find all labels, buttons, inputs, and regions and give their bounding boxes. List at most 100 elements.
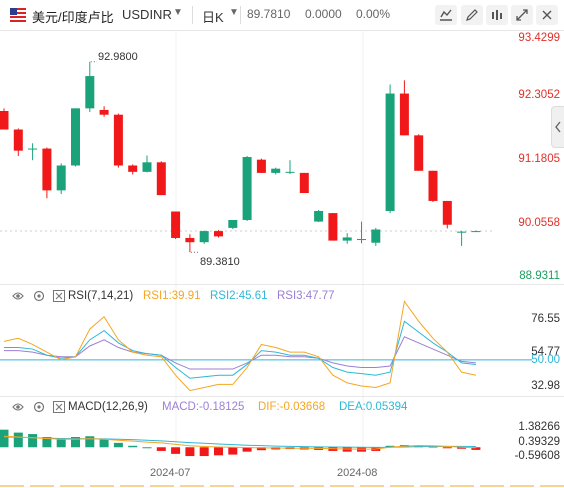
macd-bar: [13, 432, 23, 448]
candle-body: [371, 229, 381, 243]
macd-bar: [113, 442, 123, 448]
candle-body: [399, 93, 409, 136]
macd-title: MACD(12,26,9): [68, 401, 148, 413]
candle-body: [328, 213, 338, 241]
macd-bar: [28, 434, 38, 448]
panel-divider: [0, 284, 564, 285]
candle-body: [71, 108, 80, 166]
rsi3-value: RSI3:47.77: [277, 290, 335, 302]
close-icon: [542, 10, 552, 20]
price-axis-label: 88.9311: [519, 270, 560, 282]
rsi3-line: [4, 336, 476, 370]
period-dropdown-icon[interactable]: ▼: [229, 7, 239, 18]
candle-body: [385, 93, 395, 211]
side-panel-toggle[interactable]: [551, 106, 564, 148]
panel-divider: [0, 396, 564, 397]
close-icon[interactable]: [53, 401, 65, 413]
rsi-axis-label: 54.77: [531, 346, 560, 358]
macd-bar: [56, 438, 66, 448]
price-axis-label: 91.1805: [518, 153, 560, 165]
candle-body: [128, 165, 138, 172]
candle-body: [142, 162, 152, 172]
candle-body: [357, 239, 366, 241]
rsi-axis-label: 32.98: [531, 380, 560, 392]
macd-bar: [385, 445, 395, 448]
macd-bar: [0, 429, 9, 448]
symbol-code[interactable]: USDINR: [122, 7, 172, 22]
macd-bar: [128, 445, 138, 448]
settings-icon: [492, 10, 502, 20]
macd-bar: [457, 447, 467, 449]
settings-button[interactable]: [486, 5, 508, 25]
macd-bar: [471, 447, 481, 450]
candle-body: [199, 231, 209, 243]
candle-body: [56, 165, 66, 191]
macd-bar: [171, 447, 181, 454]
gear-icon[interactable]: [33, 401, 45, 413]
price-change: 0.0000: [305, 7, 342, 21]
price-change-pct: 0.00%: [356, 7, 391, 21]
us-flag-icon: [10, 8, 26, 22]
fullscreen-icon: [516, 9, 528, 21]
candle-body: [256, 159, 266, 173]
candle-body: [99, 109, 109, 115]
candle-body: [271, 168, 281, 173]
macd-bar: [185, 447, 195, 457]
fullscreen-button[interactable]: [511, 5, 533, 25]
macd-bar: [42, 437, 52, 448]
candle-body: [285, 171, 295, 173]
gear-icon[interactable]: [33, 290, 45, 302]
candle-body: [171, 211, 181, 238]
candle-body: [428, 170, 438, 201]
candle-body: [28, 148, 38, 150]
candle-body: [457, 231, 467, 233]
price-axis-label: 93.4299: [518, 32, 560, 44]
last-price: 89.7810: [247, 7, 291, 21]
eye-icon[interactable]: [12, 290, 24, 302]
macd-bar: [242, 447, 252, 452]
price-axis-label: 90.0558: [518, 217, 560, 229]
close-button[interactable]: [536, 5, 558, 25]
candle-body: [342, 237, 352, 241]
macd-axis-label: 0.39329: [518, 436, 560, 448]
symbol-name[interactable]: 美元/印度卢比: [32, 10, 114, 25]
candle-body: [228, 219, 238, 228]
rsi1-value: RSI1:39.91: [143, 290, 201, 302]
macd-bar: [199, 447, 209, 457]
macd-bar: [214, 447, 223, 456]
candle-body: [214, 231, 223, 237]
macd-bar: [228, 447, 238, 455]
x-axis-label: 2024-08: [337, 467, 378, 479]
rsi-axis-label: 76.55: [531, 313, 560, 325]
candle-body: [185, 237, 195, 243]
dea-value: DEA:0.05394: [339, 401, 408, 413]
chart-area[interactable]: [0, 30, 564, 488]
eye-icon[interactable]: [12, 401, 24, 413]
indicators-button[interactable]: [435, 5, 457, 25]
candle-body: [0, 111, 9, 130]
candle-body: [414, 135, 424, 171]
indicators-icon: [440, 9, 452, 21]
macd-bar: [156, 447, 166, 451]
draw-icon: [466, 9, 478, 21]
close-icon[interactable]: [53, 290, 65, 302]
candle-body: [314, 210, 324, 222]
macd-bar: [442, 447, 452, 449]
candle-body: [156, 162, 166, 196]
candle-body: [13, 129, 23, 151]
dif-value: DIF:-0.03668: [258, 401, 326, 413]
rsi-axis-label: 50.00: [531, 354, 560, 366]
toolbar: 美元/印度卢比 USDINR ▼ 日K ▼ 89.7810 0.0000 0.0…: [0, 0, 564, 31]
candle-body: [242, 157, 252, 220]
x-axis-label: 2024-07: [150, 467, 191, 479]
draw-button[interactable]: [461, 5, 483, 25]
period-selector[interactable]: 日K: [202, 10, 224, 25]
low-annotation: 89.3810: [200, 256, 240, 268]
candle-body: [113, 114, 123, 166]
symbol-dropdown-icon[interactable]: ▼: [173, 7, 183, 18]
candle-body: [42, 148, 52, 191]
rsi2-line: [4, 320, 476, 379]
rsi1-line: [3, 300, 477, 392]
macd-bar: [71, 437, 80, 448]
divider: [240, 6, 241, 24]
